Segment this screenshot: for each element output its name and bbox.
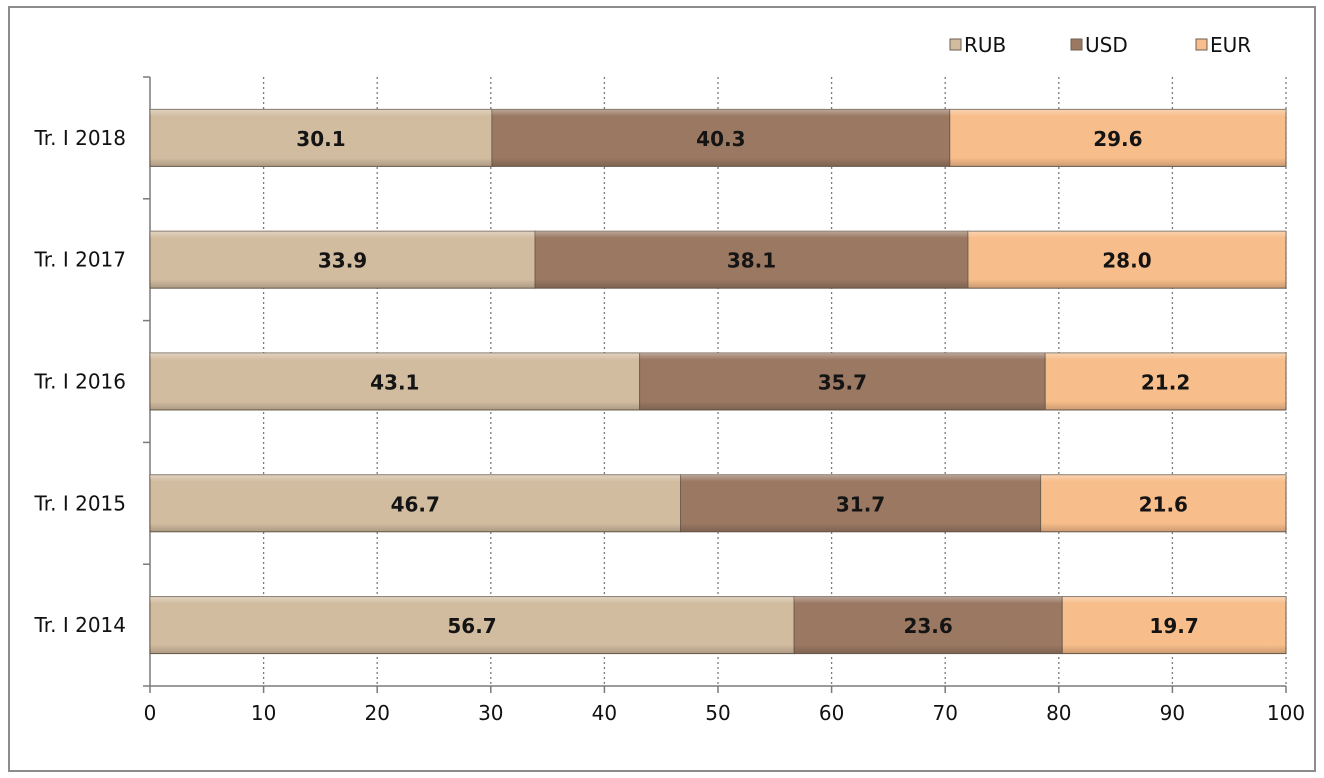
- x-tick-label: 50: [705, 701, 730, 725]
- data-label: 40.3: [696, 127, 745, 151]
- bar-segment-shading: [1062, 596, 1286, 654]
- bar-segment-shading: [150, 353, 640, 410]
- category-label: Tr. I 2014: [33, 613, 126, 637]
- legend-label-usd: USD: [1085, 33, 1128, 57]
- x-tick-label: 30: [478, 701, 503, 725]
- bar-segment-shading: [794, 596, 1063, 654]
- axes: 0 10 20 30 40 50 60 70 80 90 100 Tr. I 2018 Tr. I 20…: [33, 76, 1305, 725]
- category-label: Tr. I 2017: [33, 248, 126, 272]
- bar-segment-shading: [1040, 474, 1286, 532]
- data-label: 43.1: [370, 371, 419, 395]
- data-label: 38.1: [727, 249, 776, 273]
- x-tick-label: 20: [364, 701, 389, 725]
- x-tick-label: 100: [1267, 701, 1305, 725]
- data-label: 30.1: [296, 127, 345, 151]
- x-tick-label: 90: [1160, 701, 1185, 725]
- bar-segment-shading: [949, 109, 1286, 167]
- legend-label-eur: EUR: [1210, 33, 1251, 57]
- legend-label-rub: RUB: [964, 33, 1006, 57]
- bar-segment-shading: [491, 109, 950, 167]
- category-label: Tr. I 2016: [33, 370, 126, 394]
- bar-segment-shading: [639, 353, 1046, 410]
- legend-swatch-eur: [1195, 38, 1208, 51]
- data-label: 28.0: [1102, 249, 1151, 273]
- data-label: 33.9: [318, 249, 367, 273]
- bar-segment-shading: [150, 109, 492, 167]
- bar-segment-shading: [967, 231, 1286, 289]
- bar-segment-shading: [150, 231, 536, 289]
- legend: RUB USD EUR: [949, 33, 1251, 57]
- data-label: 29.6: [1093, 127, 1142, 151]
- x-tick-label: 40: [592, 701, 617, 725]
- value-labels: 30.1 40.3 29.6 33.9 38.1 28.0 43.1 35.7 21.2 46.7…: [296, 127, 1198, 638]
- category-label: Tr. I 2018: [33, 126, 126, 150]
- x-tick-label: 70: [932, 701, 957, 725]
- bars: [149, 108, 1287, 655]
- data-label: 23.6: [903, 614, 952, 638]
- data-label: 19.7: [1149, 614, 1198, 638]
- data-label: 56.7: [447, 614, 496, 638]
- bar-segment-shading: [680, 474, 1041, 532]
- x-tick-label: 60: [819, 701, 844, 725]
- bar-segment-shading: [1045, 353, 1286, 410]
- legend-swatch-usd: [1070, 38, 1083, 51]
- grid-lines: [262, 77, 1287, 686]
- bar-segment-shading: [535, 231, 968, 289]
- category-label: Tr. I 2015: [33, 491, 126, 515]
- data-label: 31.7: [836, 492, 885, 516]
- legend-swatch-rub: [949, 38, 962, 51]
- bar-segment-shading: [150, 596, 795, 654]
- data-label: 46.7: [391, 492, 440, 516]
- data-label: 35.7: [818, 371, 867, 395]
- x-tick-label: 10: [251, 701, 276, 725]
- x-tick-label: 0: [144, 701, 157, 725]
- x-tick-label: 80: [1046, 701, 1071, 725]
- data-label: 21.2: [1141, 371, 1190, 395]
- bar-segment-shading: [150, 474, 681, 532]
- data-label: 21.6: [1139, 492, 1188, 516]
